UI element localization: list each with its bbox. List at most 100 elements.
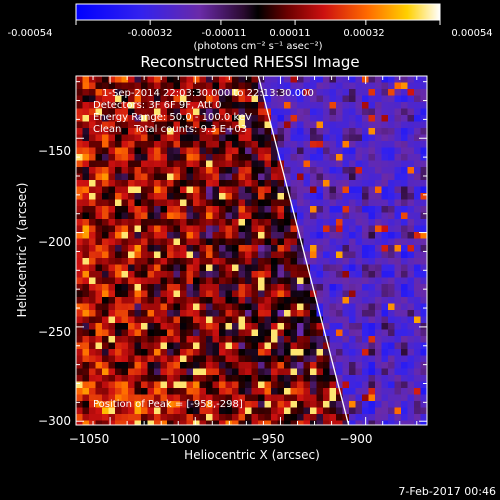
- heatmap-pixel: [251, 310, 259, 317]
- heatmap-pixel: [414, 414, 421, 421]
- y-tick-label: −250: [38, 325, 71, 339]
- heatmap-pixel: [225, 251, 233, 259]
- heatmap-pixel: [420, 349, 427, 356]
- heatmap-pixel: [388, 219, 395, 226]
- heatmap-pixel: [225, 128, 233, 135]
- heatmap-pixel: [160, 297, 168, 304]
- heatmap-pixel: [186, 206, 194, 213]
- heatmap-pixel: [212, 349, 220, 356]
- heatmap-pixel: [219, 134, 226, 142]
- heatmap-pixel: [76, 225, 83, 233]
- heatmap-pixel: [76, 173, 83, 181]
- heatmap-pixel: [342, 128, 350, 135]
- heatmap-pixel: [141, 108, 148, 116]
- heatmap-pixel: [251, 368, 259, 376]
- heatmap-pixel: [173, 414, 181, 421]
- heatmap-pixel: [167, 186, 174, 194]
- heatmap-pixel: [128, 349, 135, 356]
- heatmap-pixel: [381, 316, 389, 324]
- heatmap-pixel: [89, 264, 96, 272]
- heatmap-pixel: [219, 310, 226, 317]
- heatmap-pixel: [245, 115, 252, 122]
- heatmap-pixel: [134, 245, 142, 252]
- heatmap-pixel: [173, 199, 181, 207]
- heatmap-pixel: [160, 394, 168, 402]
- heatmap-pixel: [199, 316, 207, 324]
- heatmap-pixel: [375, 238, 382, 246]
- heatmap-pixel: [349, 115, 356, 122]
- heatmap-pixel: [381, 141, 389, 148]
- heatmap-pixel: [225, 310, 233, 317]
- heatmap-pixel: [108, 271, 116, 278]
- heatmap-pixel: [180, 160, 187, 168]
- heatmap-pixel: [141, 167, 148, 174]
- heatmap-pixel: [297, 115, 304, 122]
- heatmap-pixel: [381, 199, 389, 207]
- heatmap-pixel: [199, 368, 207, 376]
- heatmap-pixel: [219, 349, 226, 356]
- heatmap-pixel: [134, 277, 142, 285]
- heatmap-pixel: [238, 173, 246, 181]
- heatmap-pixel: [173, 251, 181, 259]
- heatmap-pixel: [167, 199, 174, 207]
- heatmap-pixel: [115, 128, 122, 135]
- heatmap-pixel: [316, 76, 324, 83]
- heatmap-pixel: [82, 420, 90, 425]
- heatmap-pixel: [245, 284, 252, 291]
- heatmap-pixel: [147, 108, 155, 116]
- heatmap-pixel: [173, 258, 181, 265]
- heatmap-pixel: [420, 362, 427, 369]
- heatmap-pixel: [160, 186, 168, 194]
- heatmap-pixel: [76, 232, 83, 239]
- heatmap-pixel: [76, 76, 83, 83]
- heatmap-pixel: [284, 310, 291, 317]
- heatmap-pixel: [310, 225, 317, 233]
- heatmap-pixel: [154, 160, 161, 168]
- heatmap-pixel: [355, 323, 363, 330]
- heatmap-pixel: [310, 310, 317, 317]
- heatmap-pixel: [362, 160, 369, 168]
- heatmap-pixel: [401, 336, 408, 343]
- heatmap-pixel: [355, 76, 363, 83]
- heatmap-pixel: [388, 375, 395, 382]
- heatmap-pixel: [310, 381, 317, 389]
- heatmap-pixel: [251, 82, 259, 90]
- heatmap-pixel: [186, 284, 194, 291]
- heatmap-pixel: [76, 258, 83, 265]
- heatmap-pixel: [95, 284, 103, 291]
- heatmap-pixel: [115, 147, 122, 155]
- heatmap-pixel: [310, 160, 317, 168]
- heatmap-pixel: [414, 160, 421, 168]
- heatmap-pixel: [115, 271, 122, 278]
- heatmap-pixel: [212, 336, 220, 343]
- heatmap-pixel: [89, 271, 96, 278]
- heatmap-pixel: [368, 355, 376, 363]
- heatmap-pixel: [414, 258, 421, 265]
- heatmap-pixel: [173, 147, 181, 155]
- heatmap-pixel: [121, 329, 129, 337]
- heatmap-pixel: [76, 349, 83, 356]
- heatmap-pixel: [76, 310, 83, 317]
- heatmap-pixel: [160, 160, 168, 168]
- footer-timestamp: 7-Feb-2017 00:46: [398, 485, 496, 498]
- heatmap-pixel: [82, 362, 90, 369]
- heatmap-pixel: [219, 284, 226, 291]
- heatmap-pixel: [186, 342, 194, 350]
- heatmap-pixel: [134, 375, 142, 382]
- heatmap-pixel: [128, 362, 135, 369]
- heatmap-pixel: [167, 258, 174, 265]
- heatmap-pixel: [342, 303, 350, 311]
- heatmap-pixel: [277, 336, 285, 343]
- heatmap-pixel: [414, 303, 421, 311]
- heatmap-pixel: [167, 414, 174, 421]
- heatmap-pixel: [297, 95, 304, 103]
- heatmap-pixel: [316, 115, 324, 122]
- heatmap-pixel: [303, 251, 311, 259]
- heatmap-pixel: [108, 245, 116, 252]
- heatmap-pixel: [128, 381, 135, 389]
- heatmap-pixel: [193, 271, 200, 278]
- heatmap-pixel: [141, 193, 148, 200]
- heatmap-pixel: [336, 323, 343, 330]
- heatmap-pixel: [329, 115, 337, 122]
- heatmap-pixel: [199, 342, 207, 350]
